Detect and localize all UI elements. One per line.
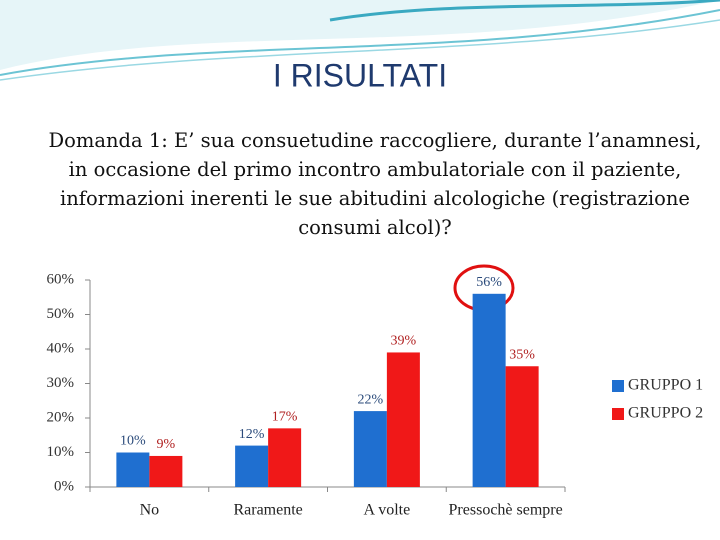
y-tick-label: 20% bbox=[47, 409, 75, 425]
question: Domanda 1: E’ sua consuetudine raccoglie… bbox=[48, 129, 702, 239]
x-tick-label: Pressochè sempre bbox=[449, 502, 563, 519]
decoration bbox=[0, 0, 720, 70]
bar bbox=[472, 293, 506, 487]
x-tick-label: A volte bbox=[364, 502, 411, 519]
x-tick-label: No bbox=[140, 502, 160, 519]
x-tick-label: Raramente bbox=[233, 502, 302, 519]
bar bbox=[505, 366, 539, 487]
value-label: 12% bbox=[239, 427, 265, 442]
value-label: 35% bbox=[509, 347, 535, 362]
decoration bbox=[0, 19, 720, 81]
y-tick-label: 50% bbox=[47, 306, 75, 322]
y-tick-label: 0% bbox=[54, 478, 74, 494]
decoration bbox=[0, 9, 720, 76]
bar bbox=[386, 352, 420, 487]
value-label: 22% bbox=[358, 392, 384, 407]
chart-title: I RISULTATI bbox=[273, 57, 447, 93]
legend-swatch bbox=[612, 408, 624, 420]
y-tick-label: 30% bbox=[47, 375, 75, 391]
value-label: 56% bbox=[476, 275, 502, 290]
bar bbox=[149, 455, 183, 487]
bar bbox=[268, 428, 302, 487]
y-tick-label: 60% bbox=[47, 271, 75, 287]
legend-swatch bbox=[612, 380, 624, 392]
legend-label: GRUPPO 1 bbox=[628, 377, 703, 394]
value-label: 9% bbox=[157, 437, 176, 452]
bar bbox=[116, 452, 150, 487]
legend-label: GRUPPO 2 bbox=[628, 405, 703, 422]
value-label: 39% bbox=[391, 334, 417, 349]
value-label: 17% bbox=[272, 410, 298, 425]
decoration bbox=[329, 0, 720, 22]
value-label: 10% bbox=[120, 434, 146, 449]
bar bbox=[353, 411, 387, 487]
y-tick-label: 10% bbox=[47, 444, 75, 460]
bar bbox=[235, 445, 269, 487]
y-tick-label: 40% bbox=[47, 340, 75, 356]
